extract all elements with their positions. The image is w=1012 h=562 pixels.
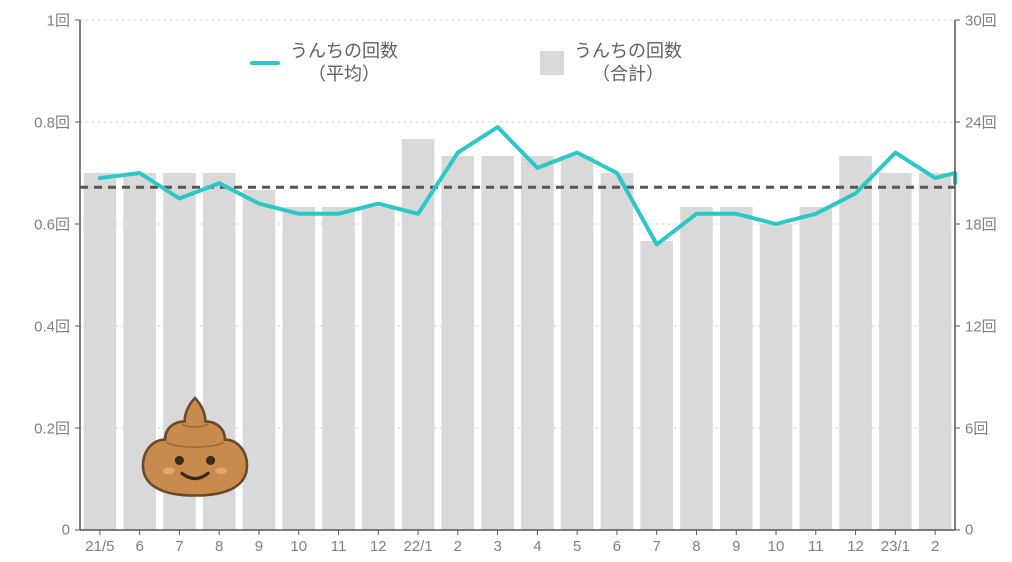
y-right-tick-label: 18回 <box>965 214 997 235</box>
y-left-tick-label: 1回 <box>47 10 70 31</box>
y-right-tick-label: 30回 <box>965 10 997 31</box>
poop-icon <box>130 385 260 515</box>
y-right-tick-label: 12回 <box>965 316 997 337</box>
x-tick-label: 8 <box>692 538 700 555</box>
legend-bar-series: うんちの回数 （合計） <box>540 40 682 85</box>
x-tick-label: 11 <box>808 538 824 555</box>
x-tick-label: 9 <box>732 538 740 555</box>
legend-box-swatch <box>540 51 564 75</box>
x-tick-label: 5 <box>573 538 581 555</box>
x-tick-label: 10 <box>768 538 785 555</box>
x-tick-label: 22/1 <box>403 538 432 555</box>
y-left-tick-label: 0.6回 <box>34 214 70 235</box>
legend-line-series: うんちの回数 （平均） <box>250 40 398 85</box>
x-tick-label: 6 <box>135 538 143 555</box>
legend-line-swatch <box>250 61 280 65</box>
x-tick-label: 3 <box>493 538 501 555</box>
y-left-tick-label: 0.4回 <box>34 316 70 337</box>
x-tick-label: 7 <box>653 538 661 555</box>
legend-line-label-1: うんちの回数 <box>290 40 398 63</box>
x-tick-label: 9 <box>255 538 263 555</box>
y-right-tick-label: 0 <box>965 522 973 539</box>
y-left-tick-label: 0 <box>62 522 70 539</box>
y-right-tick-label: 6回 <box>965 418 988 439</box>
y-left-tick-label: 0.8回 <box>34 112 70 133</box>
x-tick-label: 2 <box>454 538 462 555</box>
y-left-tick-label: 0.2回 <box>34 418 70 439</box>
x-tick-label: 7 <box>175 538 183 555</box>
x-tick-label: 4 <box>533 538 541 555</box>
x-tick-label: 8 <box>215 538 223 555</box>
x-tick-label: 2 <box>931 538 939 555</box>
legend-line-label: うんちの回数 （平均） <box>290 40 398 85</box>
legend-box-label: うんちの回数 （合計） <box>574 40 682 85</box>
x-tick-label: 12 <box>847 538 864 555</box>
legend-box-label-1: うんちの回数 <box>574 40 682 63</box>
x-tick-label: 10 <box>290 538 307 555</box>
x-tick-label: 23/1 <box>881 538 910 555</box>
legend-line-label-2: （平均） <box>290 63 398 86</box>
y-right-tick-label: 24回 <box>965 112 997 133</box>
x-tick-label: 12 <box>370 538 387 555</box>
x-tick-label: 21/5 <box>85 538 114 555</box>
x-tick-label: 6 <box>613 538 621 555</box>
chart-container: 0 0.2回 0.4回 0.6回 0.8回 1回 0 6回 12回 18回 24回 30回 21/5 6 7… <box>0 0 1012 562</box>
legend-box-label-2: （合計） <box>574 63 682 86</box>
x-tick-label: 11 <box>331 538 347 555</box>
